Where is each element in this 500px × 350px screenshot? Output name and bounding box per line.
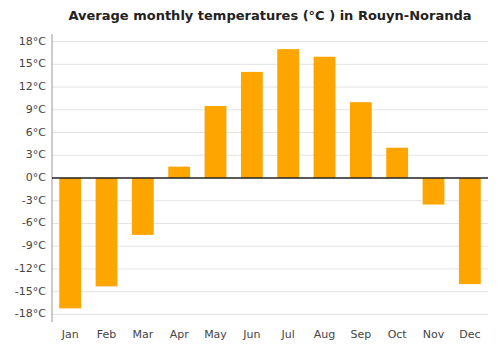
x-tick-label: Aug (314, 328, 335, 341)
y-tick-label: 3°C (26, 148, 46, 161)
y-tick-label: 12°C (19, 80, 46, 93)
chart-container: -18°C -15°C -12°C -9°C -6°C -3°C 0°C 3°C 6°C 9°C 1… (0, 0, 500, 350)
x-tick-label: Sep (350, 328, 371, 341)
x-tick-label: May (204, 328, 227, 341)
y-tick-label: -9°C (22, 239, 46, 252)
bar (314, 57, 336, 178)
grid-line (52, 291, 488, 292)
chart: -18°C -15°C -12°C -9°C -6°C -3°C 0°C 3°C 6°C 9°C 1… (0, 0, 500, 350)
bar (423, 178, 445, 205)
bar (168, 167, 190, 178)
y-tick-label: -15°C (15, 285, 46, 298)
grid-line (52, 109, 488, 110)
x-tick-label: Jun (242, 328, 260, 341)
x-tick-label: Apr (170, 328, 190, 341)
bar (205, 106, 227, 178)
x-tick-label: Oct (388, 328, 408, 341)
y-tick-label: -18°C (15, 307, 46, 320)
y-tick-label: 0°C (26, 171, 46, 184)
y-tick-label: 15°C (19, 57, 46, 70)
title: Average monthly temperatures (°C ) in Ro… (68, 8, 471, 23)
grid-line (52, 87, 488, 88)
x-tick-label: Mar (132, 328, 153, 341)
x-ticks: Jan Feb Mar Apr May Jun Jul Aug Sep Oct Nov Dec (61, 328, 481, 341)
bar (241, 72, 263, 178)
grid-line (52, 314, 488, 315)
grid (52, 42, 488, 315)
grid-line (52, 268, 488, 269)
y-tick-label: -3°C (22, 194, 46, 207)
bar (386, 148, 408, 178)
x-tick-label: Jan (61, 328, 79, 341)
grid-line (52, 41, 488, 42)
y-tick-label: 9°C (26, 103, 46, 116)
y-tick-label: -12°C (15, 262, 46, 275)
grid-line (52, 132, 488, 133)
zero-line (52, 177, 488, 179)
x-tick-label: Dec (459, 328, 480, 341)
grid-line (52, 246, 488, 247)
bars (59, 49, 480, 308)
bar (96, 178, 118, 286)
bar (277, 49, 299, 178)
bar (59, 178, 81, 308)
bar (132, 178, 154, 235)
grid-line (52, 155, 488, 156)
x-tick-label: Jul (281, 328, 295, 341)
bar (459, 178, 481, 284)
grid-line (52, 64, 488, 65)
bar (350, 102, 372, 178)
y-tick-label: 18°C (19, 35, 46, 48)
x-tick-label: Nov (423, 328, 445, 341)
y-ticks: -18°C -15°C -12°C -9°C -6°C -3°C 0°C 3°C 6°C 9°C 1… (15, 35, 46, 321)
y-tick-label: -6°C (22, 216, 46, 229)
x-tick-label: Feb (97, 328, 116, 341)
y-tick-label: 6°C (26, 126, 46, 139)
grid-line (52, 223, 488, 224)
